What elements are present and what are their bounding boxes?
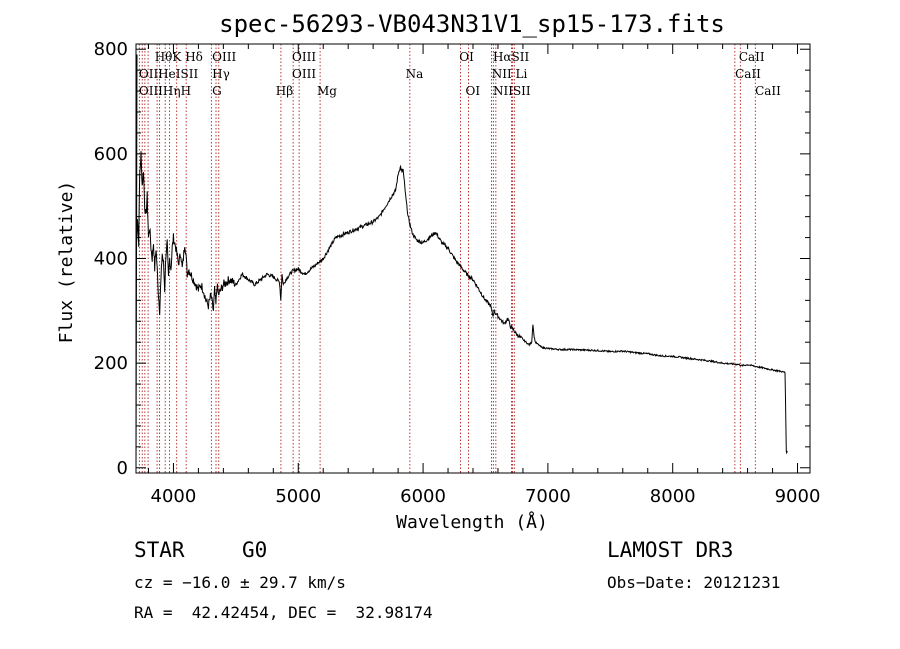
line-label: HαSII: [493, 50, 530, 64]
line-label: NIISII: [493, 84, 531, 98]
y-axis-ticks: 0 200 400 600 800: [94, 39, 810, 479]
emission-line-labels: HθK Hδ OIIHeISII OIIIHηH OIII Hγ G OIII OIII Hβ M…: [139, 50, 781, 98]
line-label: Na: [406, 67, 424, 81]
line-label: Hβ: [276, 84, 293, 98]
x-tick-label: 8000: [650, 486, 696, 507]
x-tick-label: 5000: [275, 486, 321, 507]
chart-title: spec-56293-VB043N31V1_sp15-173.fits: [219, 10, 725, 38]
spectrum-line: [135, 54, 788, 474]
line-label: OIII: [292, 67, 316, 81]
line-label: Mg: [317, 84, 337, 98]
object-class: STAR: [134, 538, 185, 562]
survey-name: LAMOST DR3: [607, 538, 734, 562]
line-label: Hγ: [212, 67, 230, 81]
x-axis-ticks: 4000 5000 6000 7000 8000 9000: [147, 44, 821, 507]
y-tick-label: 600: [94, 144, 128, 165]
emission-line-markers: [138, 44, 756, 473]
line-label: OIII: [292, 50, 316, 64]
line-label: CaII: [735, 67, 761, 81]
line-label: OI: [459, 50, 474, 64]
line-label: HθK Hδ: [155, 50, 203, 64]
x-axis-label: Wavelength (Å): [396, 511, 548, 533]
line-label: NII Li: [492, 67, 528, 81]
line-label: OIIIHηH: [139, 84, 191, 98]
y-tick-label: 200: [94, 353, 128, 374]
y-tick-label: 400: [94, 249, 128, 270]
observation-date: Obs−Date: 20121231: [607, 573, 781, 592]
plot-frame: [135, 43, 811, 474]
line-label: OI: [466, 84, 481, 98]
x-tick-label: 9000: [775, 486, 821, 507]
line-label: CaII: [739, 50, 765, 64]
x-tick-label: 4000: [151, 486, 197, 507]
y-tick-label: 800: [94, 39, 128, 60]
y-axis-label: Flux (relative): [56, 181, 77, 344]
y-tick-label: 0: [117, 458, 128, 479]
line-label: CaII: [755, 84, 781, 98]
x-tick-label: 7000: [525, 486, 571, 507]
redshift-cz: cz = −16.0 ± 29.7 km/s: [134, 573, 346, 592]
coordinates: RA = 42.42454, DEC = 32.98174: [134, 603, 433, 622]
line-label: OIIHeISII: [139, 67, 199, 81]
line-label: OIII: [212, 50, 236, 64]
object-subclass: G0: [242, 538, 268, 562]
line-label: G: [212, 84, 222, 98]
x-tick-label: 6000: [400, 486, 446, 507]
